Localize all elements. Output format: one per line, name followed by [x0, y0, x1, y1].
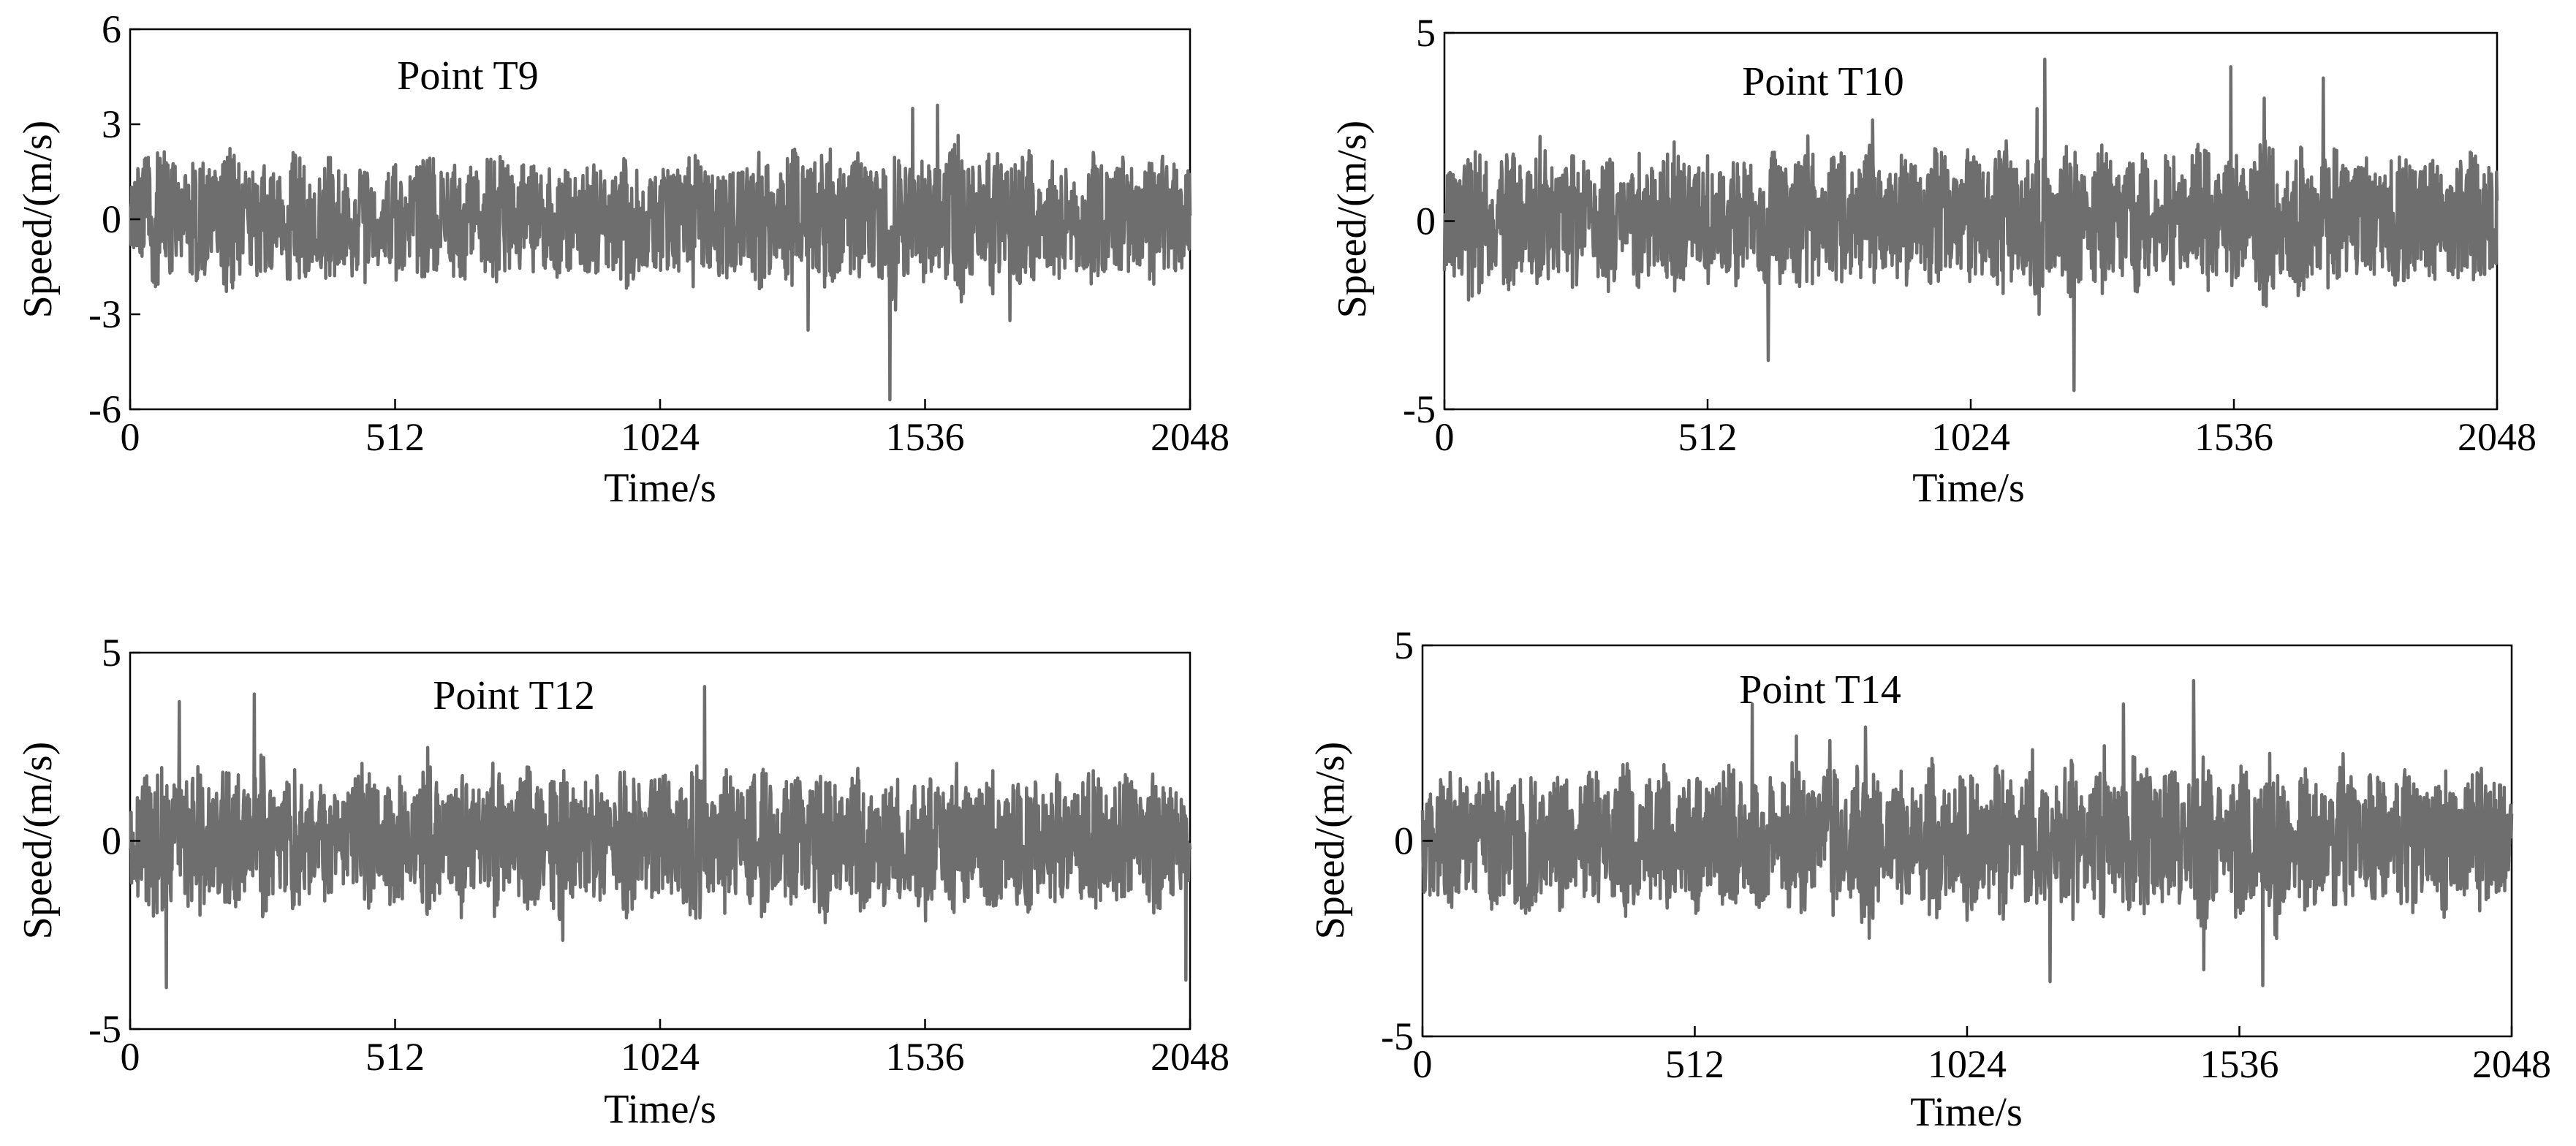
y-tick-label: -5 — [1403, 387, 1436, 431]
y-tick-label: 5 — [1394, 623, 1414, 667]
x-tick-label: 512 — [1665, 1042, 1724, 1086]
panel-t14: Point T14 0 512 1024 1536 2048-505 Time/s Sp… — [1308, 623, 2551, 1135]
y-tick-label: 0 — [102, 197, 121, 241]
series-line — [1420, 678, 2514, 987]
panel-title: Point T12 — [433, 673, 594, 718]
y-tick-label: -6 — [88, 387, 121, 431]
y-tick-label: -5 — [1381, 1014, 1414, 1058]
series-line — [128, 685, 1192, 990]
series-layer — [128, 685, 1192, 990]
series-layer — [1420, 678, 2514, 987]
y-tick-label: 5 — [102, 631, 121, 675]
x-tick-label: 2048 — [1151, 415, 1230, 459]
panel-title: Point T14 — [1739, 667, 1901, 713]
x-tick-label: 2048 — [2472, 1042, 2551, 1086]
panel-t12: Point T12 0 512 1024 1536 2048-505 Time/s Sp… — [15, 631, 1230, 1132]
x-tick-label: 2048 — [2458, 415, 2537, 459]
x-tick-label: 1024 — [1931, 415, 2010, 459]
series-layer — [1442, 57, 2499, 392]
x-tick-label: 1536 — [2200, 1042, 2279, 1086]
y-tick-label: 5 — [1416, 11, 1436, 55]
x-tick-label: 1536 — [886, 415, 965, 459]
x-tick-label: 0 — [121, 415, 140, 459]
y-axis-label: Speed/(m/s) — [1330, 121, 1375, 319]
series-layer — [129, 103, 1192, 402]
y-tick-label: 0 — [1394, 819, 1414, 863]
x-tick-label: 1024 — [621, 1035, 700, 1079]
x-tick-label: 0 — [1413, 1042, 1433, 1086]
y-axis-label: Speed/(m/s) — [15, 742, 61, 940]
panel-t10: Point T10 0 512 1024 1536 2048-505 Time/s Sp… — [1330, 11, 2537, 511]
x-tick-label: 2048 — [1151, 1035, 1230, 1079]
x-tick-label: 512 — [365, 1035, 425, 1079]
y-tick-label: 3 — [102, 102, 121, 146]
x-tick-label: 1024 — [621, 415, 700, 459]
y-tick-label: 0 — [1416, 200, 1436, 243]
x-tick-label: 512 — [1678, 415, 1738, 459]
y-tick-label: 6 — [102, 7, 121, 51]
x-tick-label: 512 — [365, 415, 425, 459]
y-tick-label: -5 — [88, 1007, 121, 1051]
x-tick-label: 1536 — [886, 1035, 965, 1079]
x-tick-label: 1536 — [2194, 415, 2273, 459]
tick-layer: 0 512 1024 1536 2048-505 — [1381, 623, 2551, 1086]
y-tick-label: -3 — [88, 292, 121, 336]
y-axis-label: Speed/(m/s) — [15, 121, 61, 319]
tick-layer: 0 512 1024 1536 2048-505 — [1403, 11, 2537, 459]
x-tick-label: 1024 — [1928, 1042, 2007, 1086]
x-axis-label: Time/s — [1910, 1090, 2023, 1135]
series-line — [129, 103, 1192, 402]
y-axis-label: Speed/(m/s) — [1308, 742, 1353, 940]
x-axis-label: Time/s — [604, 1087, 716, 1132]
panel-title: Point T10 — [1742, 59, 1903, 105]
tick-layer: 0 512 1024 1536 2048-505 — [88, 631, 1230, 1079]
panel-title: Point T9 — [397, 53, 538, 99]
x-axis-label: Time/s — [604, 466, 716, 511]
series-line — [1442, 57, 2499, 392]
tick-layer: 0 512 1024 1536 2048 -6 -3 0 3 6 — [88, 7, 1230, 459]
x-tick-label: 0 — [1435, 415, 1455, 459]
x-tick-label: 0 — [121, 1035, 140, 1079]
x-axis-label: Time/s — [1912, 466, 2025, 511]
y-tick-label: 0 — [102, 819, 121, 863]
